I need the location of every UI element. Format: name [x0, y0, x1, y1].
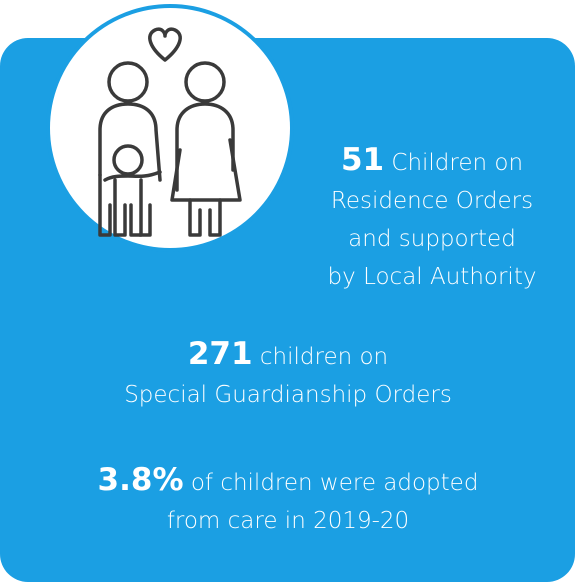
stat-line: by Local Authority	[328, 264, 537, 290]
stat-line: Residence Orders	[331, 188, 533, 214]
stat-figure: 271	[188, 336, 253, 372]
stat-figure: 3.8%	[98, 462, 184, 498]
stat-text: 271 children on	[188, 336, 388, 372]
stat-figure: 51	[341, 142, 384, 178]
stat-text: 3.8% of children were adopted	[98, 462, 479, 498]
icon-circle	[46, 4, 294, 252]
stat-line: Children on	[391, 150, 523, 176]
stat-line: children on	[260, 344, 388, 370]
stat-line: Special Guardianship Orders	[124, 382, 452, 408]
stat-text: 51 Children on	[341, 142, 523, 178]
stat-line: and supported	[348, 226, 516, 252]
stat-line: of children were adopted	[191, 470, 479, 496]
family-icon	[98, 27, 242, 237]
stat-line: from care in 2019-20	[167, 508, 409, 534]
